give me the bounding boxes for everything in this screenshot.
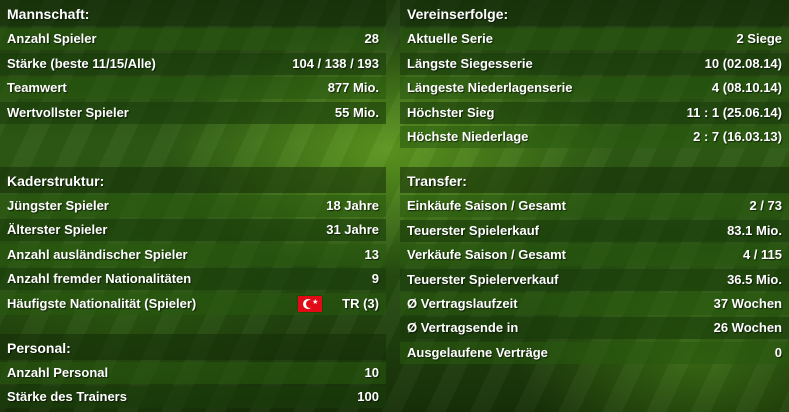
stat-value: TR (3)	[342, 295, 379, 311]
stat-value: 104 / 138 / 193	[292, 55, 379, 71]
stat-row-haeufigste-nationalitaet: Häufigste Nationalität (Spieler) ★ TR (3…	[0, 292, 386, 315]
stat-value: 9	[371, 271, 379, 287]
stat-label: Längste Siegesserie	[407, 55, 533, 71]
left-column: Mannschaft: Anzahl Spieler 28 Stärke (be…	[0, 0, 386, 409]
stat-row-teuerster-spielerverkauf: Teuerster Spielerverkauf 36.5 Mio.	[400, 268, 789, 291]
stat-value: 4 / 115	[742, 247, 782, 263]
stat-row-hoechste-niederlage: Höchste Niederlage 2 : 7 (16.03.13)	[400, 125, 789, 148]
stat-value: 0	[774, 344, 782, 360]
stat-row-laengste-siegesserie: Längste Siegesserie 10 (02.08.14)	[400, 52, 789, 75]
stat-label: Teuerster Spielerkauf	[407, 222, 539, 238]
stat-value: 2 Siege	[736, 31, 782, 47]
stat-value: 11 : 1 (25.06.14)	[686, 104, 782, 120]
stat-label: Höchste Niederlage	[407, 128, 529, 144]
stat-label: Höchster Sieg	[407, 104, 495, 120]
stat-label: Teuerster Spielerverkauf	[407, 271, 559, 287]
stat-row-anzahl-spieler: Anzahl Spieler 28	[0, 28, 386, 51]
stat-row-anzahl-personal: Anzahl Personal 10	[0, 361, 386, 384]
stat-value: 55 Mio.	[334, 104, 379, 120]
stat-row-aeltester-spieler: Älterster Spieler 31 Jahre	[0, 219, 386, 242]
stat-value-group: ★ TR (3)	[298, 293, 379, 315]
stat-value: 13	[364, 246, 379, 262]
stat-value: 4 (08.10.14)	[711, 80, 782, 96]
stat-row-vertragsende: Ø Vertragsende in 26 Wochen	[400, 317, 789, 340]
stat-row-laengste-niederlagenserie: Längeste Niederlagenserie 4 (08.10.14)	[400, 77, 789, 100]
stat-value: 100	[357, 389, 379, 405]
stat-label: Jüngster Spieler	[7, 197, 109, 213]
stat-value: 31 Jahre	[326, 222, 379, 238]
stat-row-fremde-nationalitaeten: Anzahl fremder Nationalitäten 9	[0, 268, 386, 291]
stat-row-juengster-spieler: Jüngster Spieler 18 Jahre	[0, 194, 386, 217]
stat-row-staerke: Stärke (beste 11/15/Alle) 104 / 138 / 19…	[0, 52, 386, 75]
stat-label: Teamwert	[7, 80, 67, 96]
stat-value: 37 Wochen	[713, 295, 782, 311]
stat-value: 10	[364, 364, 379, 380]
stat-label: Stärke des Trainers	[7, 389, 127, 405]
stat-row-teamwert: Teamwert 877 Mio.	[0, 77, 386, 100]
stat-row-vertragslaufzeit: Ø Vertragslaufzeit 37 Wochen	[400, 292, 789, 315]
stat-label: Verkäufe Saison / Gesamt	[407, 247, 566, 263]
turkey-flag-icon: ★	[298, 295, 323, 312]
stat-label: Einkäufe Saison / Gesamt	[407, 198, 566, 214]
stat-value: 2 / 73	[749, 198, 782, 214]
stat-row-staerke-trainer: Stärke des Trainers 100	[0, 386, 386, 409]
stat-value: 36.5 Mio.	[727, 271, 782, 287]
stat-value: 10 (02.08.14)	[704, 55, 782, 71]
stat-value: 28	[364, 31, 379, 47]
stat-label: Aktuelle Serie	[407, 31, 493, 47]
stat-value: 877 Mio.	[327, 80, 379, 96]
stat-row-einkaeufe: Einkäufe Saison / Gesamt 2 / 73	[400, 195, 789, 218]
stat-row-aktuelle-serie: Aktuelle Serie 2 Siege	[400, 28, 789, 51]
stat-row-auslaendische-spieler: Anzahl ausländischer Spieler 13	[0, 243, 386, 266]
stat-row-teuerster-spielerkauf: Teuerster Spielerkauf 83.1 Mio.	[400, 219, 789, 242]
stat-label: Anzahl Personal	[7, 364, 109, 380]
stat-label: Anzahl Spieler	[7, 31, 97, 47]
right-column: Vereinserfolge: Aktuelle Serie 2 Siege L…	[400, 0, 789, 364]
stat-label: Ausgelaufene Verträge	[407, 344, 548, 360]
transfer-header: Transfer:	[400, 166, 789, 193]
stat-label: Häufigste Nationalität (Spieler)	[7, 295, 197, 311]
stat-value: 83.1 Mio.	[727, 222, 782, 238]
stat-row-ausgelaufene-vertraege: Ausgelaufene Verträge 0	[400, 341, 789, 364]
stat-label: Anzahl ausländischer Spieler	[7, 246, 188, 262]
stat-label: Älterster Spieler	[7, 222, 108, 238]
stat-label: Längeste Niederlagenserie	[407, 80, 573, 96]
stat-row-verkaeufe: Verkäufe Saison / Gesamt 4 / 115	[400, 244, 789, 267]
stat-label: Anzahl fremder Nationalitäten	[7, 271, 192, 287]
stat-value: 2 : 7 (16.03.13)	[693, 128, 782, 144]
stat-label: Wertvollster Spieler	[7, 104, 129, 120]
kaderstruktur-header: Kaderstruktur:	[0, 166, 386, 193]
stat-label: Ø Vertragslaufzeit	[407, 295, 518, 311]
stat-value: 18 Jahre	[326, 197, 379, 213]
mannschaft-header: Mannschaft:	[0, 0, 386, 26]
personal-header: Personal:	[0, 333, 386, 360]
stat-value: 26 Wochen	[713, 320, 782, 336]
stat-label: Stärke (beste 11/15/Alle)	[7, 55, 156, 71]
stat-row-wertvollster-spieler: Wertvollster Spieler 55 Mio.	[0, 101, 386, 124]
vereinserfolge-header: Vereinserfolge:	[400, 0, 789, 26]
stat-label: Ø Vertragsende in	[407, 320, 519, 336]
stat-row-hoechster-sieg: Höchster Sieg 11 : 1 (25.06.14)	[400, 101, 789, 124]
